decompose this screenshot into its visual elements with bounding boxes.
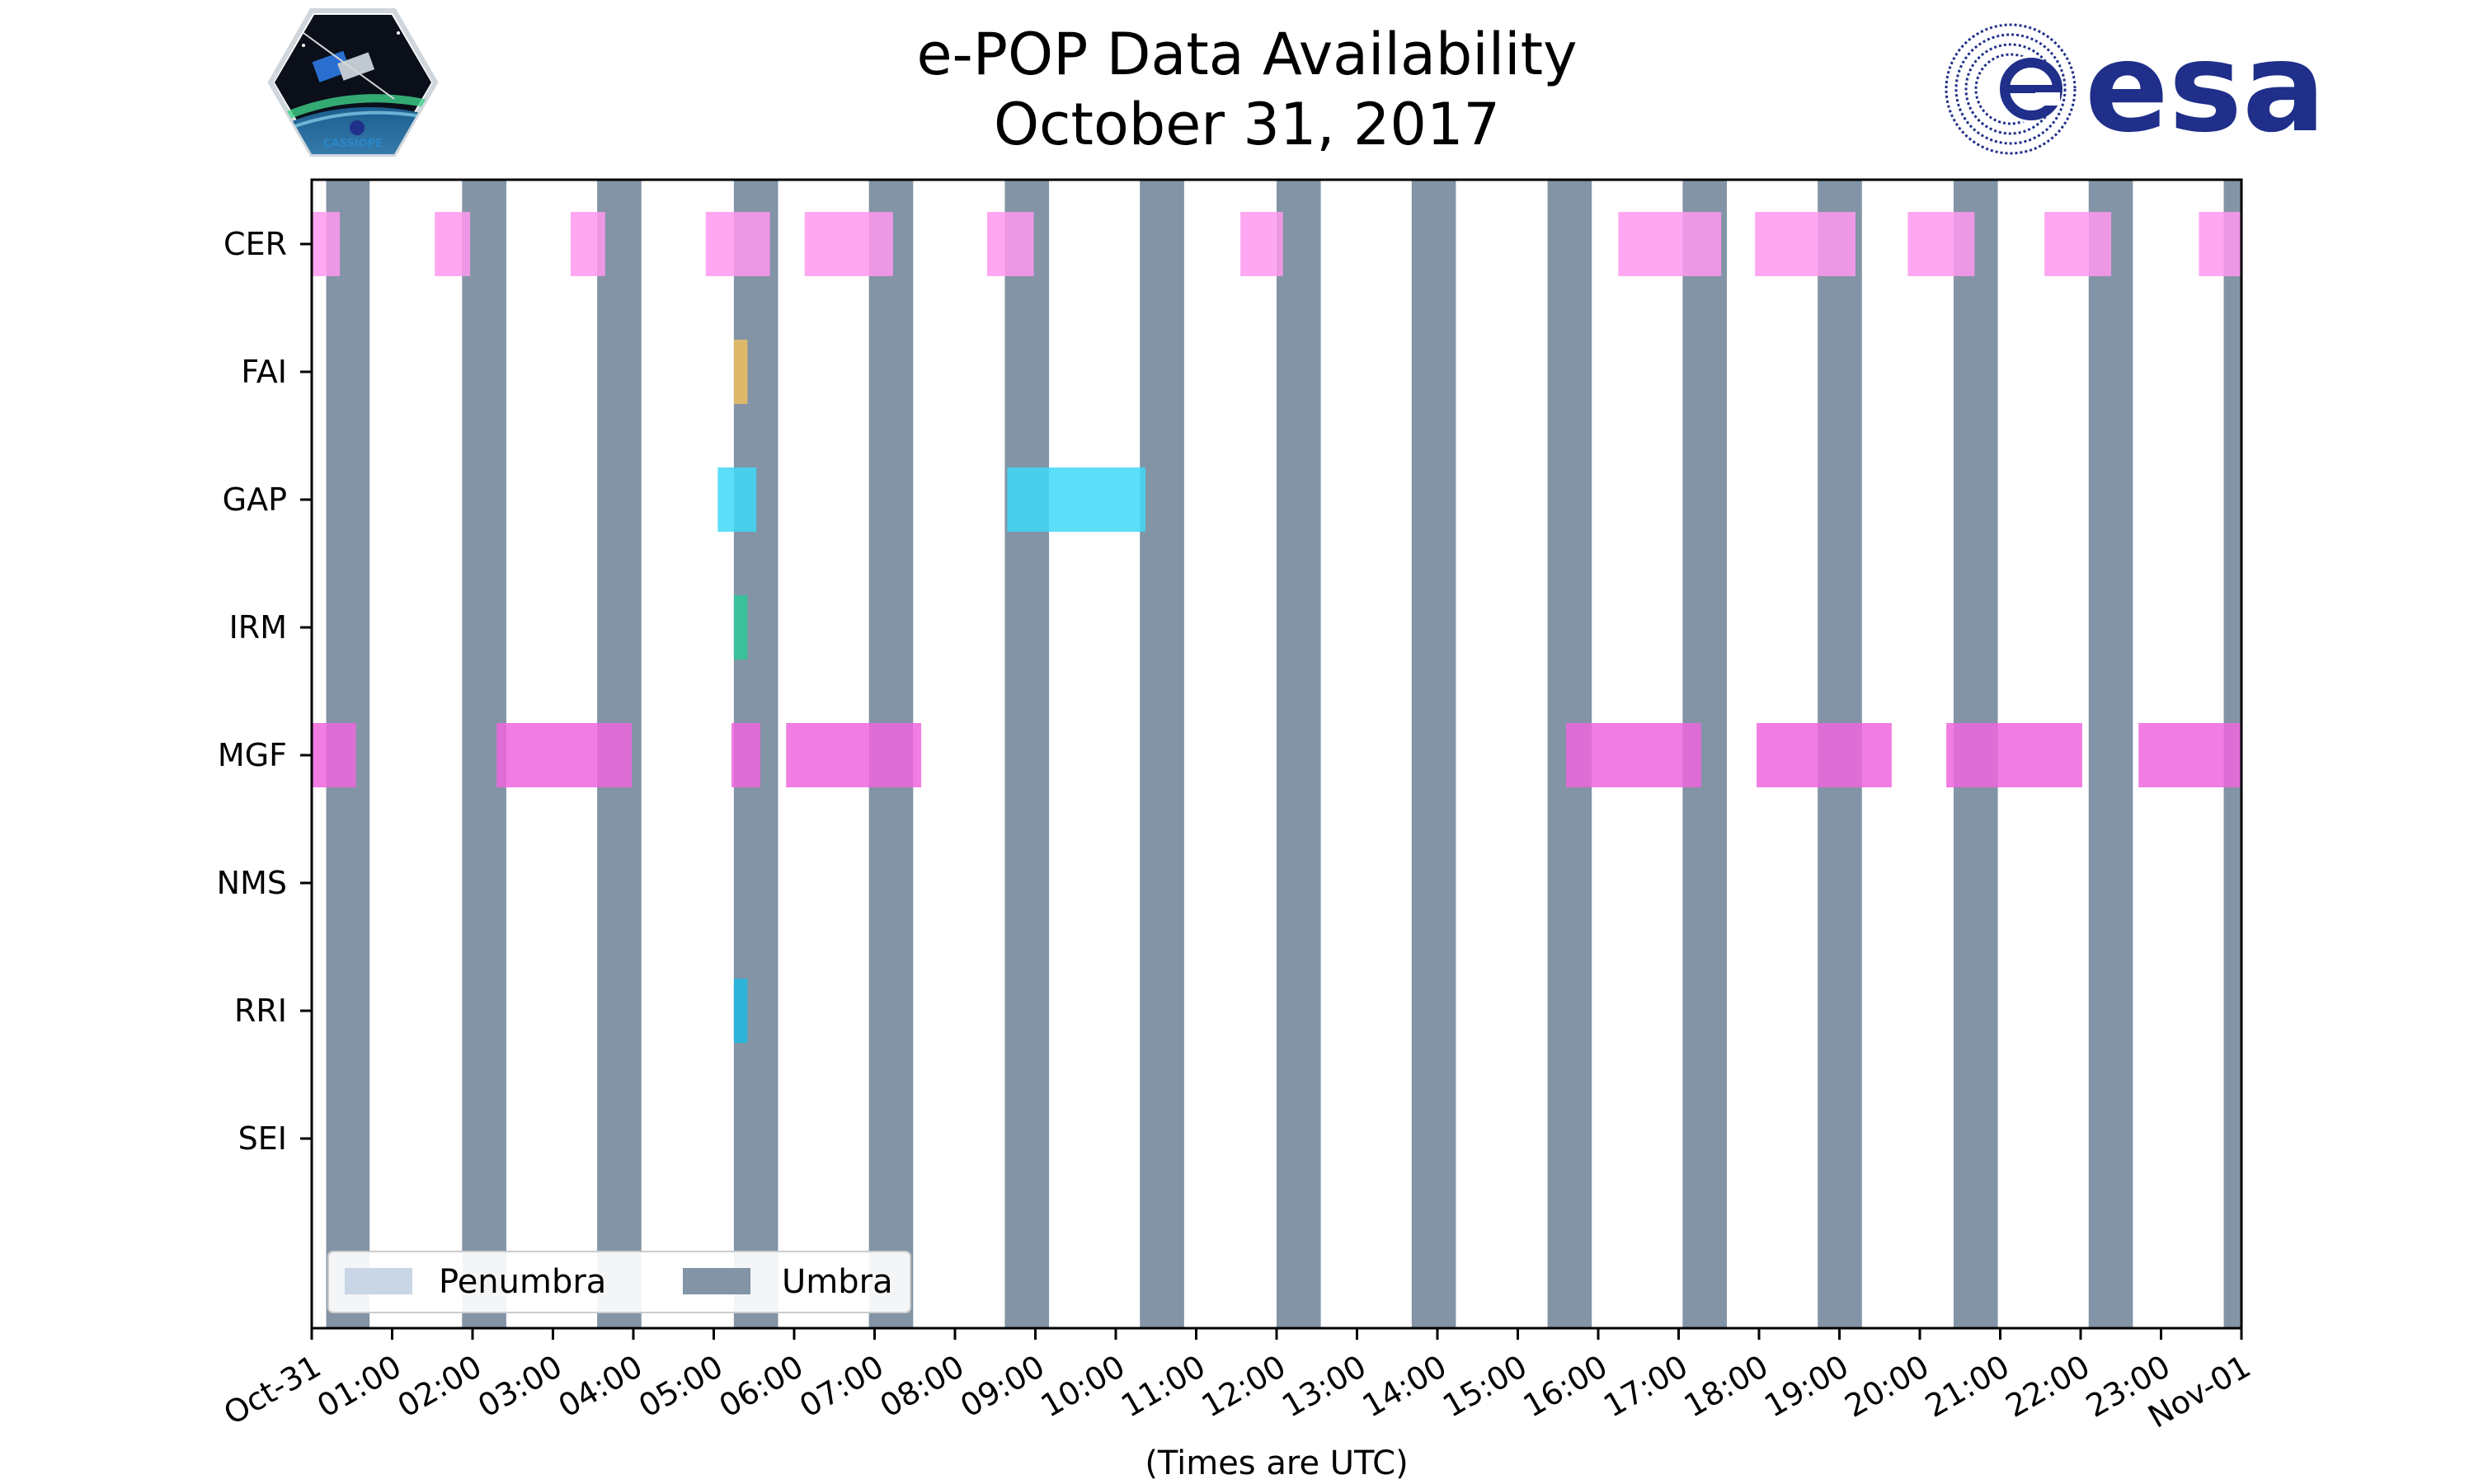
y-tick-label: SEI xyxy=(238,1120,287,1157)
data-bar-cer xyxy=(987,212,1034,276)
x-tick-label: Oct-31 xyxy=(218,1348,327,1432)
data-bar-mgf xyxy=(312,723,356,787)
data-bar-irm xyxy=(733,595,748,660)
data-bar-cer xyxy=(705,212,770,276)
x-tick-label: 06:00 xyxy=(713,1348,810,1425)
y-tick-label: RRI xyxy=(234,993,287,1029)
x-tick-label: 15:00 xyxy=(1437,1348,1533,1425)
x-tick-label: 09:00 xyxy=(954,1348,1051,1425)
data-bar-cer xyxy=(570,212,605,276)
data-bar-mgf xyxy=(1946,723,2082,787)
data-bar-mgf xyxy=(496,723,633,787)
x-tick-label: 02:00 xyxy=(392,1348,488,1425)
x-axis-label: (Times are UTC) xyxy=(1145,1444,1408,1482)
umbra-band xyxy=(1411,180,1456,1328)
x-tick-label: 10:00 xyxy=(1035,1348,1131,1425)
x-axis: Oct-3101:0002:0003:0004:0005:0006:0007:0… xyxy=(218,1328,2257,1435)
y-tick-label: IRM xyxy=(229,609,287,646)
umbra-band xyxy=(1277,180,1321,1328)
y-tick-label: GAP xyxy=(223,481,287,518)
data-bar-cer xyxy=(312,212,341,276)
data-bar-cer xyxy=(804,212,893,276)
y-axis: CER FAI GAP IRM MGF NMS RRI SEI xyxy=(217,226,312,1157)
data-bar-mgf xyxy=(786,723,922,787)
data-bar-gap xyxy=(1007,467,1146,532)
y-tick-label: MGF xyxy=(218,737,287,773)
x-tick-label: 21:00 xyxy=(1919,1348,2015,1425)
data-bar-rri xyxy=(733,979,748,1043)
data-bar-cer xyxy=(1240,212,1283,276)
data-bar-mgf xyxy=(2138,723,2241,787)
x-tick-label: 20:00 xyxy=(1839,1348,1935,1425)
legend-label-penumbra: Penumbra xyxy=(439,1263,606,1301)
x-tick-label: 12:00 xyxy=(1196,1348,1292,1425)
y-tick-label: FAI xyxy=(241,354,287,390)
plot-area: CER FAI GAP IRM MGF NMS RRI SEI Oct-3101:0002:0… xyxy=(217,178,2257,1435)
x-tick-label: 18:00 xyxy=(1678,1348,1775,1425)
y-tick-label: NMS xyxy=(217,865,287,901)
chart-title-line-2: October 31, 2017 xyxy=(994,91,1500,158)
umbra-band xyxy=(1004,180,1050,1328)
x-tick-label: 16:00 xyxy=(1517,1348,1614,1425)
x-tick-label: 04:00 xyxy=(553,1348,649,1425)
data-bar-fai xyxy=(733,340,748,404)
x-tick-label: 03:00 xyxy=(472,1348,568,1425)
x-tick-label: 22:00 xyxy=(2000,1348,2096,1425)
data-bar-cer xyxy=(1755,212,1856,276)
x-tick-label: 19:00 xyxy=(1758,1348,1855,1425)
legend-box xyxy=(327,1251,911,1313)
x-tick-label: 13:00 xyxy=(1276,1348,1372,1425)
x-tick-label: 17:00 xyxy=(1597,1348,1694,1425)
data-bar-cer xyxy=(2044,212,2112,276)
data-bar-gap xyxy=(717,467,757,532)
x-tick-label: 14:00 xyxy=(1357,1348,1453,1425)
data-bar-mgf xyxy=(731,723,761,787)
data-bar-mgf xyxy=(1757,723,1892,787)
x-tick-label: 08:00 xyxy=(874,1348,971,1425)
data-bar-cer xyxy=(435,212,471,276)
svg-text:esa: esa xyxy=(2085,16,2326,160)
legend-label-umbra: Umbra xyxy=(782,1263,893,1301)
umbra-band xyxy=(2088,180,2133,1328)
data-bar-mgf xyxy=(1566,723,1701,787)
cassiope-logo-icon: CASSIOPE xyxy=(267,8,439,157)
series-layer xyxy=(312,212,2241,1043)
svg-text:CASSIOPE: CASSIOPE xyxy=(323,138,383,150)
esa-logo-icon: esa xyxy=(1945,16,2326,160)
chart-title-line-1: e-POP Data Availability xyxy=(916,21,1577,88)
legend-swatch-umbra xyxy=(683,1268,750,1294)
legend: Penumbra Umbra xyxy=(327,1251,911,1313)
x-tick-label: 05:00 xyxy=(633,1348,729,1425)
data-bar-cer xyxy=(1618,212,1722,276)
data-bar-cer xyxy=(2199,212,2241,276)
x-tick-label: 11:00 xyxy=(1115,1348,1211,1425)
x-tick-label: 07:00 xyxy=(793,1348,890,1425)
y-tick-label: CER xyxy=(223,226,287,262)
x-tick-label: 01:00 xyxy=(311,1348,407,1425)
data-bar-cer xyxy=(1907,212,1975,276)
legend-swatch-penumbra xyxy=(345,1268,412,1294)
umbra-band xyxy=(1140,180,1184,1328)
